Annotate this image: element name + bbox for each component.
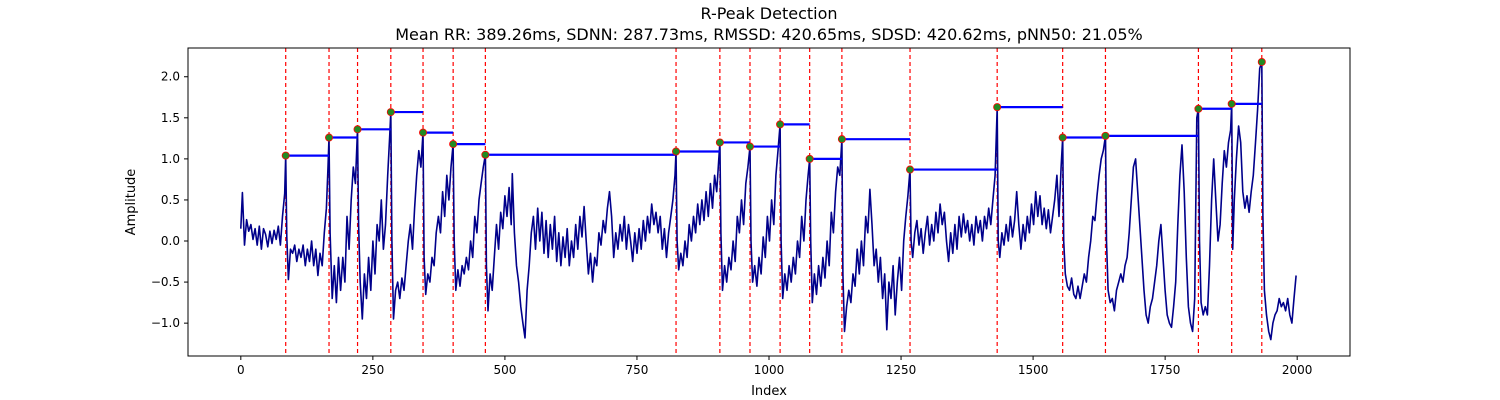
chart-subtitle: Mean RR: 389.26ms, SDNN: 287.73ms, RMSSD… (395, 25, 1143, 44)
y-tick-label-0: −1.0 (151, 316, 180, 330)
peak-point-12 (837, 135, 846, 144)
chart-title: R-Peak Detection (700, 4, 837, 23)
peak-point-15 (1058, 133, 1067, 142)
peak-point-10 (776, 120, 785, 129)
y-tick-label-6: 2.0 (161, 70, 180, 84)
peak-point-13 (906, 165, 915, 174)
peak-point-4 (419, 128, 428, 137)
peak-point-19 (1257, 57, 1266, 66)
peak-point-9 (745, 142, 754, 151)
peak-point-2 (353, 125, 362, 134)
y-tick-label-1: −0.5 (151, 275, 180, 289)
peak-point-3 (386, 108, 395, 117)
x-axis: 0 250 500 750 1000 1250 1500 1750 2000 (237, 356, 1312, 377)
peak-point-0 (281, 151, 290, 160)
x-axis-label: Index (751, 384, 787, 399)
peak-point-16 (1101, 131, 1110, 140)
x-tick-label-5: 1250 (886, 363, 917, 377)
x-tick-label-8: 2000 (1282, 363, 1313, 377)
x-tick-label-0: 0 (237, 363, 245, 377)
y-axis: −1.0 −0.5 0.0 0.5 1.0 1.5 2.0 (151, 70, 188, 330)
peak-point-7 (672, 147, 681, 156)
peak-point-18 (1227, 99, 1236, 108)
peak-point-5 (449, 140, 458, 149)
peak-point-17 (1194, 104, 1203, 113)
y-tick-label-3: 0.5 (161, 193, 180, 207)
y-axis-label: Amplitude (124, 169, 139, 236)
plot-area (240, 48, 1297, 356)
peak-point-14 (993, 103, 1002, 112)
peak-point-1 (325, 133, 334, 142)
x-tick-label-1: 250 (361, 363, 384, 377)
y-tick-label-5: 1.5 (161, 111, 180, 125)
x-tick-label-2: 500 (493, 363, 516, 377)
x-tick-label-6: 1500 (1018, 363, 1049, 377)
signal-line (240, 61, 1297, 341)
peak-point-11 (805, 154, 814, 163)
y-tick-label-2: 0.0 (161, 234, 180, 248)
x-tick-label-4: 1000 (754, 363, 785, 377)
peak-point-8 (715, 138, 724, 147)
x-tick-label-7: 1750 (1150, 363, 1181, 377)
peak-point-6 (481, 150, 490, 159)
y-tick-label-4: 1.0 (161, 152, 180, 166)
x-tick-label-3: 750 (626, 363, 649, 377)
